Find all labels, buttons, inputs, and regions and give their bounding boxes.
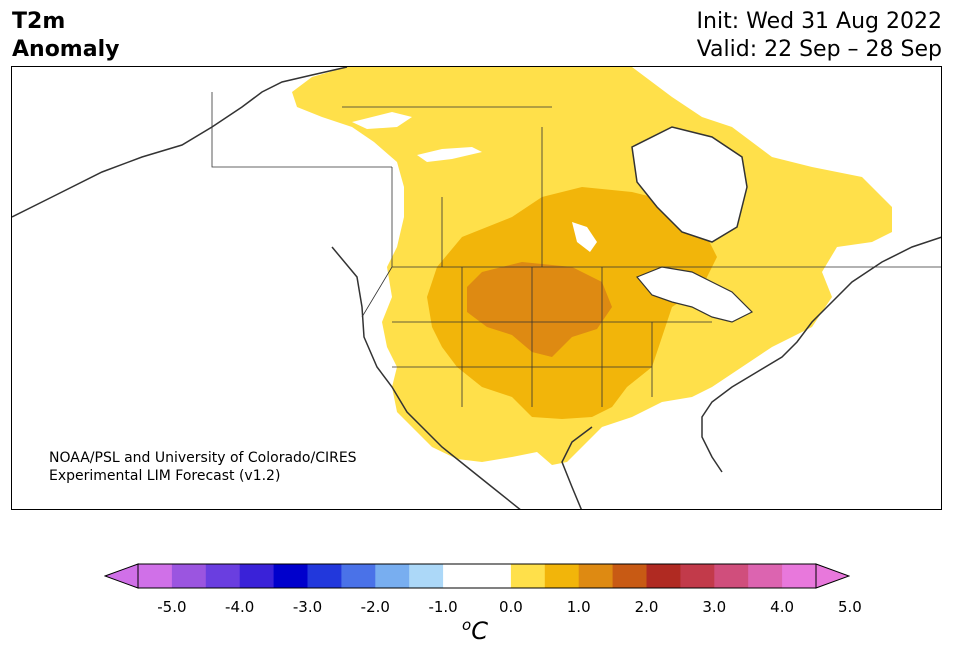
colorbar-tick-label: -4.0: [225, 598, 255, 616]
colorbar-cell: [612, 564, 647, 588]
colorbar-tick-label: -1.0: [428, 598, 458, 616]
colorbar-cells: [138, 564, 817, 588]
colorbar-tick-label: 4.0: [770, 598, 795, 616]
colorbar-tick-label: 0.0: [498, 598, 523, 616]
colorbar-max-arrow: [815, 563, 850, 589]
colorbar-unit: oC: [462, 616, 488, 645]
unit-degree: o: [462, 616, 472, 634]
state-borders: [211, 92, 941, 407]
colorbar-tick-label: 1.0: [566, 598, 591, 616]
colorbar-tick-label: 5.0: [837, 598, 862, 616]
credit-text: NOAA/PSL and University of Colorado/CIRE…: [49, 449, 357, 485]
arctic-water-2: [417, 147, 482, 162]
colorbar-cell: [138, 564, 173, 588]
colorbar-tick-labels: -5.0 -4.0 -3.0 -2.0 -1.0 0.0 1.0 2.0 3.0 4.0 5.0: [0, 598, 953, 618]
credit-line-1: NOAA/PSL and University of Colorado/CIRE…: [49, 450, 357, 466]
colorbar-min-arrow: [104, 563, 139, 589]
colorbar-cell: [714, 564, 749, 588]
map-title: T2m Anomaly: [12, 8, 119, 64]
map-svg: [12, 67, 941, 509]
colorbar-cell: [171, 564, 207, 588]
lake-winnipeg: [572, 222, 597, 252]
arctic-water-1: [352, 112, 412, 129]
anomaly-region-dark: [467, 262, 612, 357]
colorbar-cell: [409, 564, 444, 588]
colorbar-cell: [341, 564, 376, 588]
title-line-1: T2m: [12, 9, 66, 34]
colorbar-tick-label: -5.0: [157, 598, 187, 616]
colorbar-border: [137, 563, 817, 589]
colorbar-cell: [782, 564, 817, 588]
colorbar-cell: [646, 564, 681, 588]
hudson-bay: [631, 126, 748, 243]
forecast-dates: Init: Wed 31 Aug 2022 Valid: 22 Sep – 28…: [697, 8, 942, 64]
unit-letter: C: [471, 617, 488, 645]
colorbar-cell: [239, 564, 275, 588]
colorbar-cell: [477, 564, 512, 588]
init-date: Init: Wed 31 Aug 2022: [696, 9, 942, 34]
title-line-2: Anomaly: [12, 37, 120, 62]
colorbar-cell: [443, 564, 478, 588]
east-coast: [561, 236, 941, 509]
colorbar-tick-label: -2.0: [360, 598, 390, 616]
colorbar-cell: [510, 564, 546, 588]
colorbar-cell: [273, 564, 308, 588]
colorbar: [104, 563, 850, 589]
colorbar-cell: [544, 564, 580, 588]
great-lakes: [636, 266, 754, 323]
colorbar-cell: [205, 564, 241, 588]
colorbar-tick-label: 2.0: [634, 598, 659, 616]
colorbar-cell: [307, 564, 342, 588]
colorbar-cell: [578, 564, 614, 588]
colorbar-tick-label: -3.0: [292, 598, 323, 616]
colorbar-tick-label: 3.0: [702, 598, 727, 616]
colorbar-cell: [375, 564, 410, 588]
valid-range: Valid: 22 Sep – 28 Sep: [696, 37, 942, 62]
colorbar-cell: [680, 564, 715, 588]
credit-line-2: Experimental LIM Forecast (v1.2): [49, 468, 281, 484]
colorbar-cell: [748, 564, 783, 588]
anomaly-map: NOAA/PSL and University of Colorado/CIRE…: [11, 66, 942, 510]
